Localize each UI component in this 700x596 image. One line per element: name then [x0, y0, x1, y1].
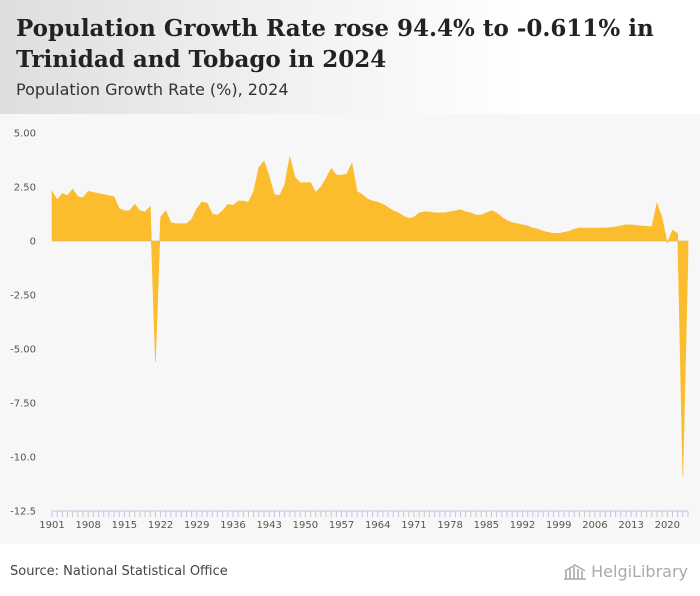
y-tick-label: 5.00 — [14, 129, 36, 140]
library-building-icon — [563, 563, 587, 580]
y-tick-label: -10.0 — [10, 453, 36, 464]
x-tick-label: 1915 — [112, 520, 137, 531]
header-banner: Population Growth Rate rose 94.4% to -0.… — [0, 0, 700, 114]
x-tick-label: 1936 — [220, 520, 245, 531]
x-tick-label: 1922 — [148, 520, 173, 531]
x-tick-label: 1908 — [75, 520, 100, 531]
y-tick-label: -5.00 — [10, 345, 36, 356]
growth-rate-area — [51, 156, 689, 477]
y-tick-label: -2.50 — [10, 291, 36, 302]
chart-subtitle: Population Growth Rate (%), 2024 — [16, 80, 289, 99]
x-tick-label: 1992 — [510, 520, 535, 531]
y-tick-label: -12.5 — [10, 507, 36, 518]
x-tick-label: 1978 — [437, 520, 462, 531]
x-tick-label: 1999 — [546, 520, 571, 531]
x-tick-label: 2020 — [655, 520, 680, 531]
y-tick-label: -7.50 — [10, 399, 36, 410]
x-tick-label: 1985 — [474, 520, 499, 531]
x-tick-label: 1964 — [365, 520, 390, 531]
y-tick-label: 2.50 — [14, 183, 36, 194]
x-tick-label: 1950 — [293, 520, 318, 531]
x-tick-label: 1957 — [329, 520, 354, 531]
x-tick-label: 1929 — [184, 520, 209, 531]
page-title: Population Growth Rate rose 94.4% to -0.… — [16, 15, 654, 73]
y-tick-label: 0 — [30, 237, 36, 248]
x-tick-label: 2013 — [618, 520, 643, 531]
brand-logo: HelgiLibrary — [563, 562, 688, 581]
x-tick-label: 2006 — [582, 520, 607, 531]
x-tick-label: 1971 — [401, 520, 426, 531]
x-tick-label: 1901 — [39, 520, 64, 531]
source-note: Source: National Statistical Office — [10, 564, 228, 579]
x-tick-label: 1943 — [256, 520, 281, 531]
brand-name: HelgiLibrary — [591, 562, 688, 581]
